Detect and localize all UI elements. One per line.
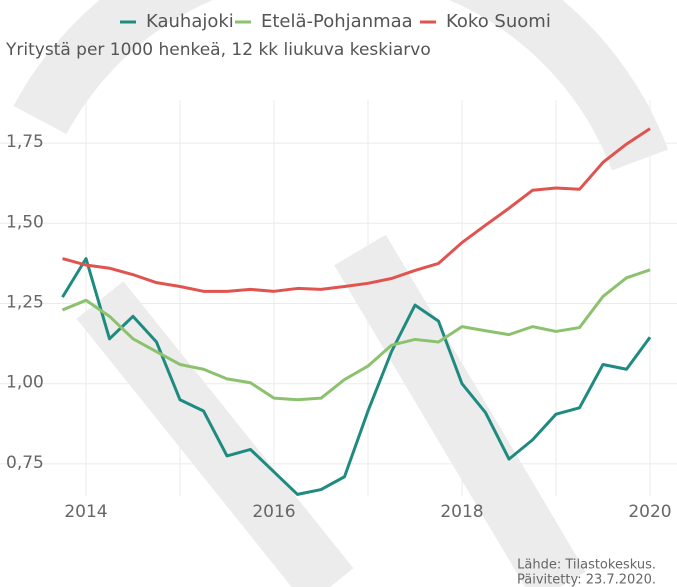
updated: Päivitetty: 23.7.2020. [517, 573, 656, 587]
x-tick-label: 2014 [64, 502, 107, 522]
legend-label: Kauhajoki [146, 11, 234, 32]
x-tick-label: 2018 [440, 502, 483, 522]
watermark-stroke [334, 234, 586, 587]
subtitle: Yritystä per 1000 henkeä, 12 kk liukuva … [5, 40, 431, 60]
x-tick-label: 2020 [628, 502, 671, 522]
legend-label: Etelä-Pohjanmaa [261, 11, 413, 32]
y-tick-label: 1,75 [6, 132, 44, 152]
legend-label: Koko Suomi [446, 11, 551, 32]
watermark-stroke [76, 281, 354, 587]
line [61, 268, 651, 402]
watermark-arc [13, 0, 669, 171]
line [61, 257, 652, 496]
y-tick-label: 1,25 [6, 293, 44, 313]
source: Lähde: Tilastokeskus. [517, 558, 656, 573]
y-tick-label: 1,00 [6, 373, 44, 393]
y-tick-label: 1,50 [6, 212, 44, 232]
x-tick-label: 2016 [252, 502, 295, 522]
line [62, 127, 651, 293]
y-tick-label: 0,75 [6, 453, 44, 473]
watermark [13, 0, 669, 587]
